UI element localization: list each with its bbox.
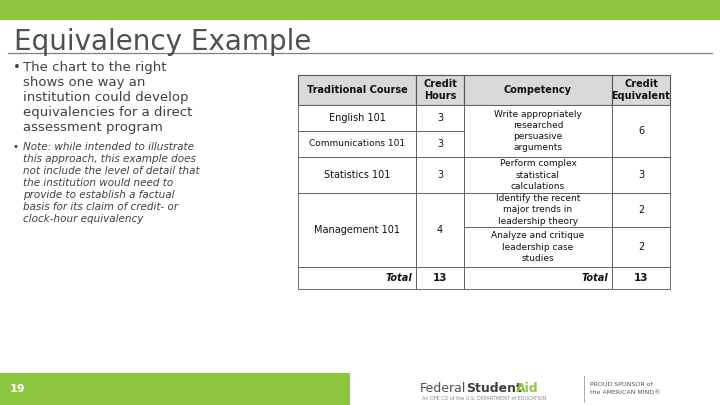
Bar [612, 157, 670, 193]
Text: Note: while intended to illustrate: Note: while intended to illustrate [23, 142, 194, 152]
Text: English 101: English 101 [328, 113, 385, 123]
Text: Total: Total [385, 273, 412, 283]
Bar [416, 193, 464, 267]
Bar [612, 227, 670, 267]
Bar [612, 105, 670, 157]
Text: not include the level of detail that: not include the level of detail that [23, 166, 199, 176]
Text: Analyze and critique
leadership case
studies: Analyze and critique leadership case stu… [491, 231, 585, 262]
Text: 4: 4 [437, 225, 443, 235]
Bar [612, 193, 670, 227]
Text: basis for its claim of credit- or: basis for its claim of credit- or [23, 202, 178, 212]
Text: •: • [13, 61, 21, 74]
Bar [298, 75, 416, 105]
Text: 6: 6 [638, 126, 644, 136]
Bar [416, 131, 464, 157]
Text: Identify the recent
major trends in
leadership theory: Identify the recent major trends in lead… [496, 194, 580, 226]
Text: Communications 101: Communications 101 [309, 139, 405, 149]
Text: 3: 3 [437, 170, 443, 180]
Bar [416, 75, 464, 105]
Text: Traditional Course: Traditional Course [307, 85, 408, 95]
Text: the institution would need to: the institution would need to [23, 178, 174, 188]
Text: the AMERICAN MIND®: the AMERICAN MIND® [590, 390, 660, 396]
Bar [298, 131, 416, 157]
Bar [416, 157, 464, 193]
Text: shows one way an: shows one way an [23, 76, 145, 89]
Bar [0, 373, 350, 405]
Bar [0, 0, 720, 20]
Text: this approach, this example does: this approach, this example does [23, 154, 196, 164]
Text: 2: 2 [638, 242, 644, 252]
Text: The chart to the right: The chart to the right [23, 61, 166, 74]
Text: PROUD SPONSOR of: PROUD SPONSOR of [590, 382, 652, 388]
Bar [298, 105, 416, 131]
Text: 3: 3 [638, 170, 644, 180]
Text: clock-hour equivalency: clock-hour equivalency [23, 214, 143, 224]
Bar [464, 193, 612, 227]
Bar [464, 105, 612, 157]
Text: •: • [13, 142, 19, 152]
Bar [464, 227, 612, 267]
Bar [416, 267, 464, 289]
Bar [464, 267, 612, 289]
Text: Student: Student [466, 382, 522, 396]
Text: provide to establish a factual: provide to establish a factual [23, 190, 174, 200]
Text: An OPE CO of the U.S. DEPARTMENT of EDUCATION: An OPE CO of the U.S. DEPARTMENT of EDUC… [422, 396, 546, 401]
Bar [298, 157, 416, 193]
Text: Credit
Equivalent: Credit Equivalent [611, 79, 670, 101]
Bar [464, 157, 612, 193]
Bar [612, 75, 670, 105]
Text: Federal: Federal [420, 382, 467, 396]
Text: 2: 2 [638, 205, 644, 215]
Text: Statistics 101: Statistics 101 [324, 170, 390, 180]
Bar [416, 105, 464, 131]
Text: 13: 13 [433, 273, 447, 283]
Text: equivalencies for a direct: equivalencies for a direct [23, 106, 192, 119]
Bar [298, 267, 416, 289]
Text: Write appropriately
researched
persuasive
arguments: Write appropriately researched persuasiv… [494, 110, 582, 152]
Bar [298, 193, 416, 267]
Text: 3: 3 [437, 139, 443, 149]
Text: institution could develop: institution could develop [23, 91, 189, 104]
Text: Credit
Hours: Credit Hours [423, 79, 457, 101]
Text: 19: 19 [10, 384, 26, 394]
Text: Perform complex
statistical
calculations: Perform complex statistical calculations [500, 160, 577, 191]
Text: 3: 3 [437, 113, 443, 123]
Text: Total: Total [581, 273, 608, 283]
Text: Equivalency Example: Equivalency Example [14, 28, 311, 56]
Text: Aid: Aid [516, 382, 539, 396]
Bar [612, 267, 670, 289]
Text: 13: 13 [634, 273, 648, 283]
Text: assessment program: assessment program [23, 121, 163, 134]
Text: Competency: Competency [504, 85, 572, 95]
Bar [464, 75, 612, 105]
Text: Management 101: Management 101 [314, 225, 400, 235]
